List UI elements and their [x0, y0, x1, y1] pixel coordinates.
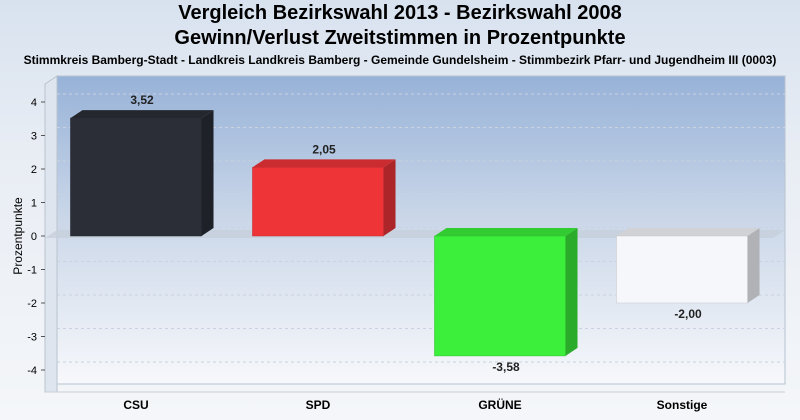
zero-plane: [45, 230, 785, 238]
bar: [252, 167, 384, 237]
x-tick-label: GRÜNE: [478, 397, 521, 412]
bar-top: [616, 228, 760, 236]
y-tick-label: 2: [31, 164, 37, 176]
bar-side: [383, 159, 396, 236]
x-tick-label: SPD: [306, 398, 331, 412]
bar-top: [434, 228, 578, 236]
bar-side: [201, 110, 214, 236]
chart-caption: Stimmkreis Bamberg-Stadt - Landkreis Lan…: [23, 53, 777, 67]
data-label: 2,05: [312, 142, 336, 156]
bar: [434, 235, 566, 357]
bar-top: [70, 110, 214, 119]
y-tick-label: -3: [27, 332, 37, 344]
y-tick-label: 1: [31, 198, 37, 210]
y-tick-label: 0: [31, 231, 37, 243]
bar-side: [747, 228, 760, 303]
bar-top: [252, 159, 396, 168]
bar: [70, 117, 202, 237]
data-label: -2,00: [674, 307, 702, 321]
x-tick-label: CSU: [123, 398, 148, 412]
bar-side: [565, 228, 578, 356]
y-tick-label: 3: [31, 131, 37, 143]
chart-title: Vergleich Bezirkswahl 2013 - Bezirkswahl…: [178, 2, 622, 24]
y-tick-label: 4: [31, 97, 37, 109]
data-label: -3,58: [492, 360, 520, 374]
x-tick-label: Sonstige: [657, 398, 708, 412]
y-axis-label: Prozentpunkte: [11, 197, 25, 275]
chart-subtitle: Gewinn/Verlust Zweitstimmen in Prozentpu…: [174, 27, 626, 49]
bar: [616, 235, 748, 304]
y-tick-label: -2: [27, 298, 37, 310]
y-tick-label: -4: [27, 365, 37, 377]
y-tick-label: -1: [27, 265, 37, 277]
data-label: 3,52: [130, 93, 154, 107]
